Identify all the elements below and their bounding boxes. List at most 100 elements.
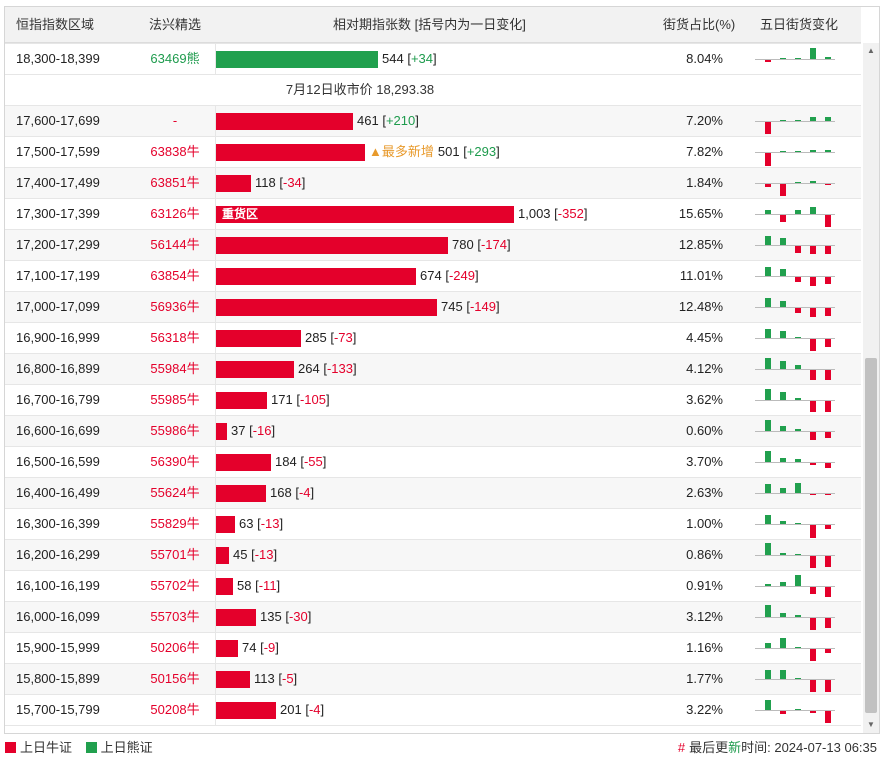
bracket-open: [	[285, 609, 289, 624]
sparkline-bar	[765, 670, 771, 679]
table-row[interactable]: 15,800-15,899 50156牛 113 [-5] 1.77%	[5, 664, 861, 695]
sparkline-bar	[780, 301, 786, 307]
column-divider	[215, 540, 216, 570]
sparkline-bar	[780, 269, 786, 276]
product-code-link[interactable]: 55985牛	[150, 392, 200, 407]
sparkline-bar	[810, 48, 816, 59]
table-row[interactable]: 16,500-16,599 56390牛 184 [-55] 3.70%	[5, 447, 861, 478]
sparkline-axis	[755, 214, 835, 215]
daily-change: -105	[299, 392, 326, 407]
product-code-link[interactable]: 56936牛	[150, 299, 200, 314]
scrollbar-thumb[interactable]	[865, 358, 877, 713]
sparkline-bar	[825, 215, 831, 227]
table-row[interactable]: 17,500-17,599 63838牛 ▲最多新增 501 [+293] 7.82%	[5, 137, 861, 168]
contracts-label: 168 [-4]	[270, 478, 314, 508]
sparkline-bar	[765, 267, 771, 276]
product-code-link[interactable]: 50208牛	[150, 702, 200, 717]
contracts-label: 74 [-9]	[242, 633, 279, 663]
table-row[interactable]: 16,400-16,499 55624牛 168 [-4] 2.63%	[5, 478, 861, 509]
table-row[interactable]: 16,600-16,699 55986牛 37 [-16] 0.60%	[5, 416, 861, 447]
bracket-close: ]	[293, 671, 298, 686]
contracts-value: 37	[231, 423, 246, 438]
table-row[interactable]: 15,900-15,999 50206牛 74 [-9] 1.16%	[5, 633, 861, 664]
table-row[interactable]: 16,300-16,399 55829牛 63 [-13] 1.00%	[5, 509, 861, 540]
product-code-link[interactable]: 63469熊	[150, 51, 200, 66]
sparkline-bar	[780, 392, 786, 400]
product-code-link[interactable]: 56318牛	[150, 330, 200, 345]
table-row[interactable]: 18,300-18,399 63469熊 544 [+34] 8.04%	[5, 44, 861, 75]
bracket-close: ]	[352, 361, 357, 376]
bracket-close: ]	[583, 206, 588, 221]
product-code-link[interactable]: 55986牛	[150, 423, 200, 438]
table-row[interactable]: 15,700-15,799 50208牛 201 [-4] 3.22%	[5, 695, 861, 726]
contracts-label: 544 [+34]	[382, 44, 437, 74]
sparkline-bar	[765, 358, 771, 369]
share-percent: 12.48%	[678, 299, 723, 314]
table-row[interactable]: 17,400-17,499 63851牛 118 [-34] 1.84%	[5, 168, 861, 199]
sparkline-bar	[780, 458, 786, 462]
product-code-link[interactable]: 55703牛	[150, 609, 200, 624]
table-row[interactable]: 17,300-17,399 63126牛 重货区 1,003 [-352] 15.65%	[5, 199, 861, 230]
product-code-link[interactable]: 50156牛	[150, 671, 200, 686]
product-code-link[interactable]: 63838牛	[150, 144, 200, 159]
sparkline-bar	[825, 494, 831, 495]
table-row[interactable]: 16,200-16,299 55701牛 45 [-13] 0.86%	[5, 540, 861, 571]
share-percent: 11.01%	[679, 268, 723, 283]
sparkline-axis	[755, 524, 835, 525]
table-row[interactable]: 17,000-17,099 56936牛 745 [-149] 12.48%	[5, 292, 861, 323]
contracts-label: 184 [-55]	[275, 447, 326, 477]
table-row[interactable]: 16,700-16,799 55985牛 171 [-105] 3.62%	[5, 385, 861, 416]
table-row[interactable]: 17,200-17,299 56144牛 780 [-174] 12.85%	[5, 230, 861, 261]
header-pick: 法兴精选	[149, 17, 202, 32]
sparkline-bar	[780, 488, 786, 493]
product-code-link[interactable]: 50206牛	[150, 640, 200, 655]
table-scroll-area[interactable]: 18,300-18,399 63469熊 544 [+34] 8.04% 7月12日收市…	[5, 43, 861, 733]
sparkline-bar	[810, 150, 816, 152]
contracts-value: 745	[441, 299, 463, 314]
five-day-sparkline	[755, 230, 835, 260]
contracts-value: 501	[437, 144, 460, 159]
table-row[interactable]: 16,000-16,099 55703牛 135 [-30] 3.12%	[5, 602, 861, 633]
bracket-close: ]	[276, 578, 281, 593]
product-code-link[interactable]: 55702牛	[150, 578, 200, 593]
product-code-link[interactable]: 56144牛	[150, 237, 200, 252]
product-code-link[interactable]: 63126牛	[150, 206, 200, 221]
table-row[interactable]: 16,800-16,899 55984牛 264 [-133] 4.12%	[5, 354, 861, 385]
contracts-bar	[216, 578, 233, 595]
five-day-sparkline	[755, 354, 835, 384]
product-code-link[interactable]: 55984牛	[150, 361, 200, 376]
vertical-scrollbar[interactable]: ▲ ▼	[863, 43, 879, 733]
five-day-sparkline	[755, 323, 835, 353]
range-cell: 15,900-15,999	[16, 640, 100, 655]
product-code-link[interactable]: 56390牛	[150, 454, 200, 469]
daily-change: -249	[448, 268, 475, 283]
daily-change: -4	[298, 485, 311, 500]
sparkline-bar	[825, 587, 831, 597]
product-code-link[interactable]: 63854牛	[150, 268, 200, 283]
header-range: 恒指指数区域	[16, 17, 95, 32]
updated-new-char: 新	[728, 740, 742, 755]
contracts-value: 264	[298, 361, 320, 376]
sparkline-bar	[795, 120, 801, 121]
table-row[interactable]: 16,100-16,199 55702牛 58 [-11] 0.91%	[5, 571, 861, 602]
scroll-down-arrow-icon[interactable]: ▼	[867, 720, 875, 729]
table-row[interactable]: 16,900-16,999 56318牛 285 [-73] 4.45%	[5, 323, 861, 354]
product-code-link[interactable]: 63851牛	[150, 175, 200, 190]
column-divider	[215, 633, 216, 663]
sparkline-bar	[780, 426, 786, 431]
daily-change: -5	[281, 671, 294, 686]
five-day-sparkline	[755, 571, 835, 601]
table-row[interactable]: 17,600-17,699 - 461 [+210] 7.20%	[5, 106, 861, 137]
daily-change: -9	[263, 640, 276, 655]
product-code-link[interactable]: 55829牛	[150, 516, 200, 531]
bracket-open: [	[407, 51, 411, 66]
sparkline-bar	[810, 711, 816, 713]
table-row[interactable]: 17,100-17,199 63854牛 674 [-249] 11.01%	[5, 261, 861, 292]
bracket-open: [	[300, 454, 304, 469]
partial-row	[5, 43, 861, 44]
contracts-label: 58 [-11]	[237, 571, 280, 601]
product-code-link[interactable]: 55701牛	[150, 547, 200, 562]
share-percent: 2.63%	[686, 485, 723, 500]
product-code-link[interactable]: 55624牛	[150, 485, 200, 500]
scroll-up-arrow-icon[interactable]: ▲	[867, 46, 875, 55]
